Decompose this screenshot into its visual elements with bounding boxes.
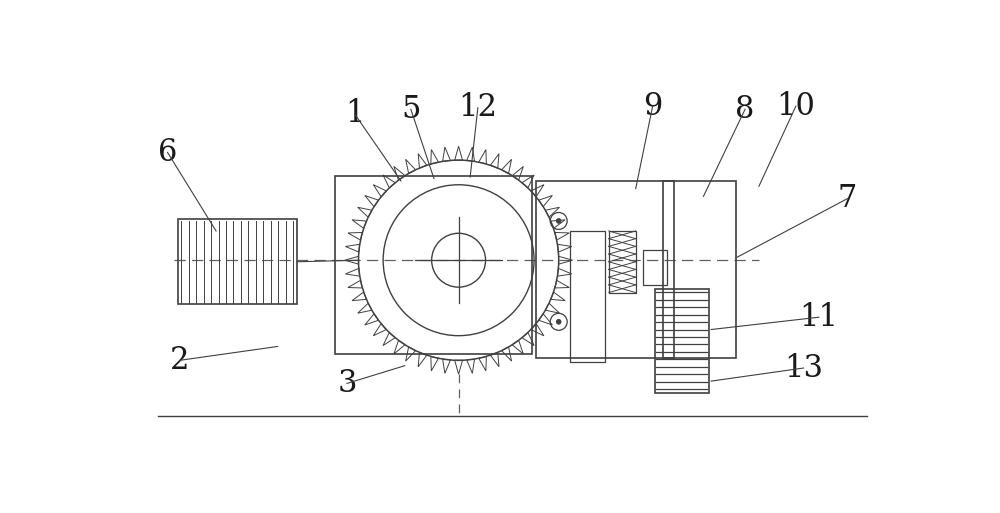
Bar xyxy=(663,181,736,358)
Bar xyxy=(335,175,532,354)
Text: 11: 11 xyxy=(799,302,838,333)
Bar xyxy=(570,231,605,362)
Circle shape xyxy=(556,219,561,223)
Text: 9: 9 xyxy=(643,91,662,122)
Bar xyxy=(643,250,666,285)
Bar xyxy=(609,231,636,292)
Bar xyxy=(655,289,709,392)
Text: 13: 13 xyxy=(784,352,823,384)
Text: 12: 12 xyxy=(458,92,497,123)
Bar xyxy=(178,220,297,304)
Text: 10: 10 xyxy=(776,91,815,122)
Text: 6: 6 xyxy=(158,137,177,168)
Text: 3: 3 xyxy=(337,368,357,399)
Bar xyxy=(536,181,674,358)
Text: 1: 1 xyxy=(345,98,364,129)
Text: 5: 5 xyxy=(401,94,421,125)
Text: 7: 7 xyxy=(838,183,857,214)
Text: 2: 2 xyxy=(170,345,190,376)
Text: 8: 8 xyxy=(735,94,755,125)
Circle shape xyxy=(556,320,561,324)
